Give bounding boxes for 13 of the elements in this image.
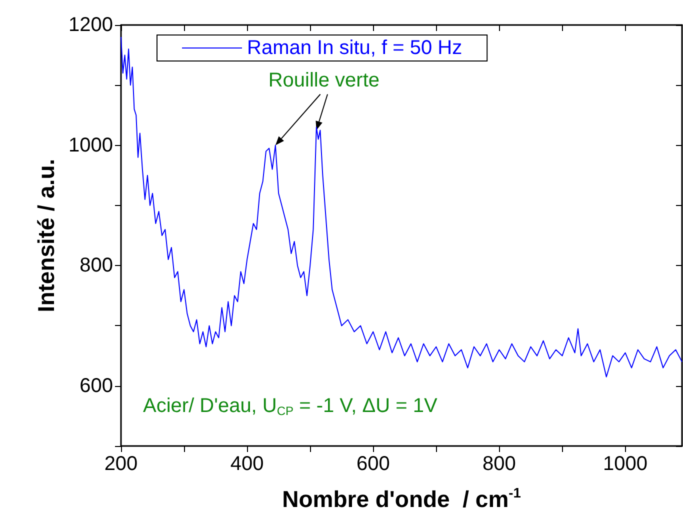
y-tick-label: 1000 <box>68 134 113 156</box>
annotation: Rouille verte <box>268 69 380 92</box>
legend-label: Raman In situ, f = 50 Hz <box>247 37 462 59</box>
x-tick-label: 200 <box>104 453 138 475</box>
x-tick-label: 1000 <box>603 453 648 475</box>
y-tick-label: 1200 <box>68 14 113 36</box>
line-series <box>120 36 682 378</box>
y-tick-label: 600 <box>80 374 113 397</box>
x-tick-label: 600 <box>356 453 390 475</box>
x-tick-label: 800 <box>482 453 516 475</box>
y-tick-label: 800 <box>80 254 113 277</box>
y-axis-title: Intensité / a.u. <box>33 158 60 312</box>
x-tick-label: 400 <box>230 453 264 475</box>
